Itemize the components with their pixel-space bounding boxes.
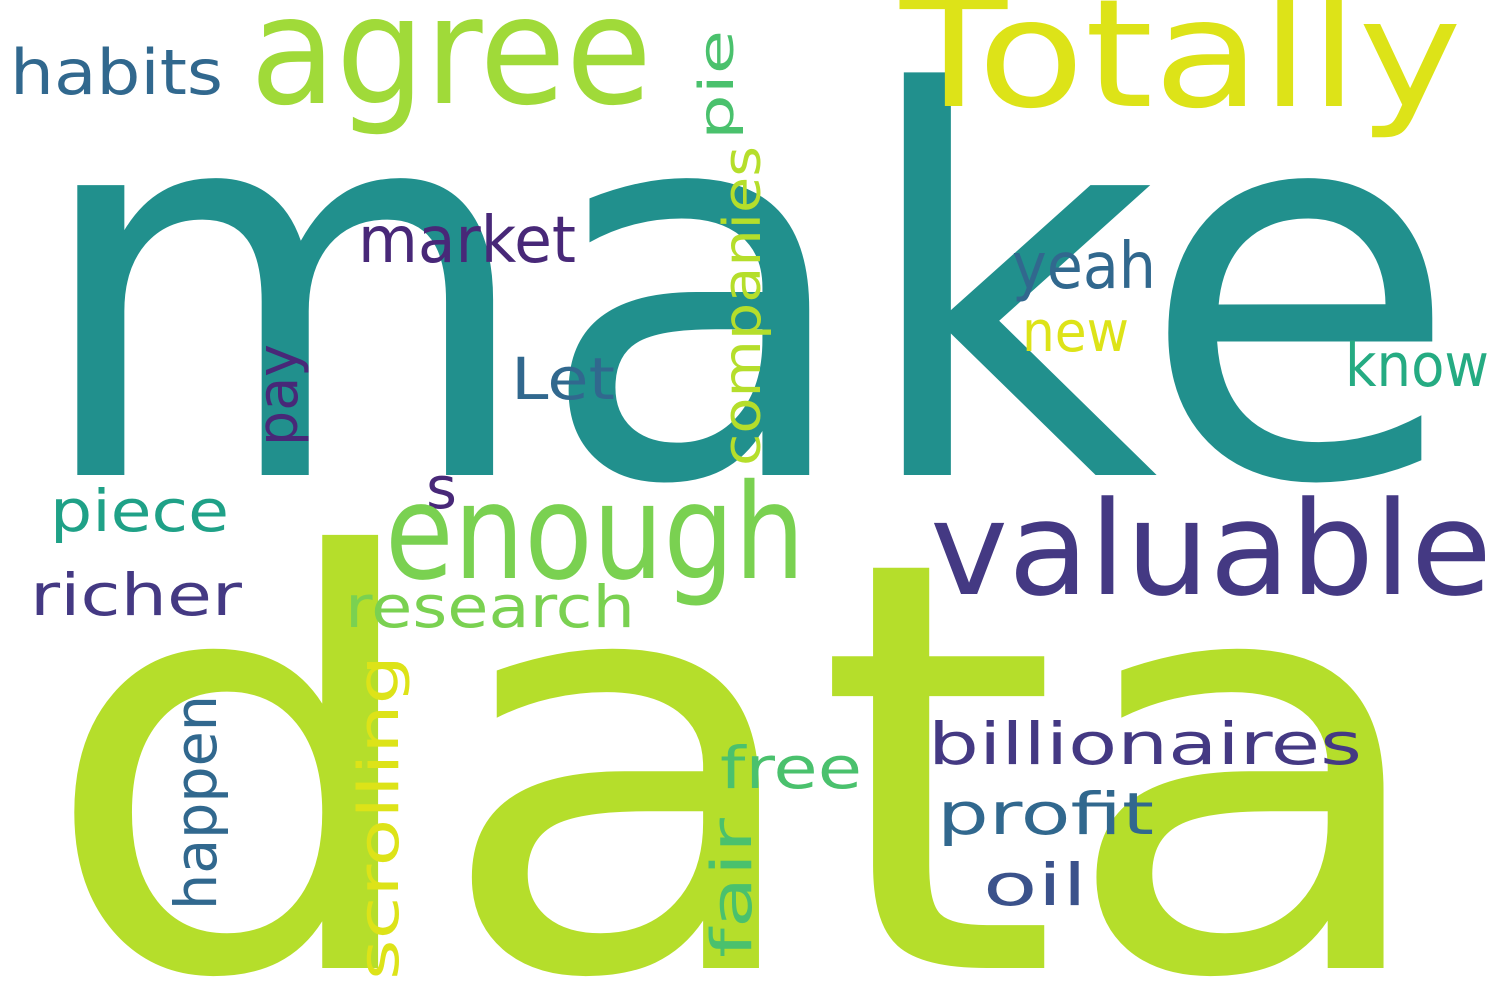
word-totally: Totally <box>899 0 1462 142</box>
word-yeah: yeah <box>1012 230 1156 304</box>
word-new: new <box>1022 300 1129 365</box>
word-agree: agree <box>250 0 652 139</box>
word-free: free <box>720 734 862 802</box>
word-know: know <box>1345 331 1489 401</box>
word-piece: piece <box>50 477 229 545</box>
word-richer: richer <box>30 561 242 629</box>
word-let: Let <box>511 345 615 413</box>
word-companies: companies <box>713 146 773 466</box>
word-data: data <box>40 440 1440 1000</box>
word-habits: habits <box>10 36 223 109</box>
word-make: make <box>30 0 1460 600</box>
word-s: s <box>426 454 457 522</box>
word-market: market <box>358 204 576 278</box>
word-billionaires: billionaires <box>928 710 1362 778</box>
word-oil: oil <box>983 851 1087 919</box>
word-valuable: valuable <box>930 473 1492 625</box>
word-scrolling: scrolling <box>347 655 412 980</box>
word-fair: fair <box>700 817 765 958</box>
word-enough: enough <box>385 456 805 610</box>
word-profit: profit <box>937 780 1154 848</box>
word-happen: happen <box>162 695 230 910</box>
word-pie: pie <box>689 30 745 140</box>
word-research: research <box>345 573 635 641</box>
word-pay: pay <box>246 344 311 446</box>
